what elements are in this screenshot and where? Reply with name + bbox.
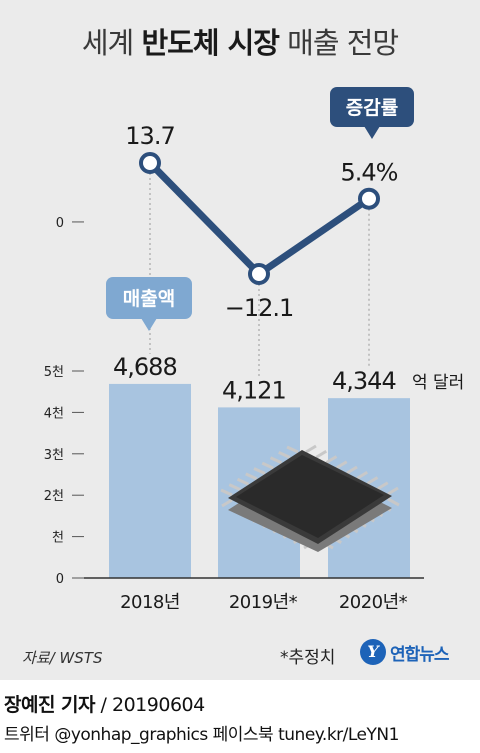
bar-y-tick-label: 5천 [44,365,64,380]
chip-pin [387,497,400,507]
social-links: 트위터 @yonhap_graphics 페이스북 tuney.kr/LeYN1 [4,725,399,745]
chip-illustration [220,444,400,552]
chip-pin [315,449,328,459]
line-y-tick-label: 0 [56,216,64,231]
estimate-note: *추정치 [280,648,336,668]
credit-line: 장예진 기자 / 20190604 [4,690,205,717]
chip-pin [245,472,258,481]
chip-top [236,455,384,538]
growth-badge-pointer [364,126,380,139]
growth-value-label: −12.1 [225,294,294,322]
growth-point [139,152,161,174]
credit-separator: / [95,694,112,716]
chip-pin [346,465,358,475]
growth-point [358,187,380,210]
chip-pin [220,488,233,497]
growth-value-label: 13.7 [125,122,174,150]
chip-pin [366,476,379,485]
category-label: 2018년 [120,592,180,613]
sales-badge-bg [106,277,192,319]
chip-pin [221,498,233,508]
growth-badge-bg [330,87,414,127]
chip-pin [261,461,274,470]
growth-badge: 증감률 [330,87,414,139]
chip-pin [278,451,291,459]
growth-point [248,263,270,285]
bar-y-tick-label: 0 [56,572,64,587]
chart-svg: 0 0 천 2천 3천 4천 5천 2018년 2019년* 2020년* 4,688 4,121… [44,87,464,613]
chip-pin [356,470,369,480]
growth-value-label: 5.4% [341,159,398,187]
logo-mark-icon: Y [360,639,386,665]
sales-badge-pointer [141,318,157,331]
title-part-2: 매출 전망 [278,26,399,60]
chip-pin [305,444,317,454]
chip-pin [286,445,299,454]
bar-y-tick-label: 4천 [44,406,64,421]
chip-pin [269,456,283,465]
bar-value-label: 4,688 [113,353,177,381]
chip-pin [253,467,266,475]
title-part-1: 세계 [81,26,142,60]
logo-text: 연합뉴스 [390,644,450,665]
bar [109,383,191,578]
source-note: 자료/ WSTS [22,649,103,667]
chip-pin [325,455,338,464]
growth-badge-text: 증감률 [346,97,398,119]
bar-value-label: 4,121 [222,376,286,404]
chip-pin [236,477,250,486]
bar-value-label: 4,344 [332,367,396,395]
bar-y-tick-label: 2천 [44,489,64,504]
chart-title: 세계 반도체 시장 매출 전망 [0,20,480,62]
bar-y-tick-label: 천 [52,531,64,546]
chip-pin [228,483,241,491]
sales-badge: 매출액 [106,277,192,331]
bar-y-tick-label: 3천 [44,448,64,463]
category-label: 2020년* [339,592,408,613]
chip-pin [335,460,348,470]
yonhap-logo: Y 연합뉴스 [360,637,450,667]
growth-line [147,160,371,278]
chip-pin [387,486,399,496]
credit-date: 20190604 [112,694,205,716]
category-label: 2019년* [229,592,298,613]
title-bold: 반도체 시장 [141,26,279,60]
bar-unit-label: 억 달러 [412,373,464,393]
chip-pin [376,481,389,491]
reporter-name: 장예진 기자 [4,694,96,716]
sales-badge-text: 매출액 [123,288,175,310]
